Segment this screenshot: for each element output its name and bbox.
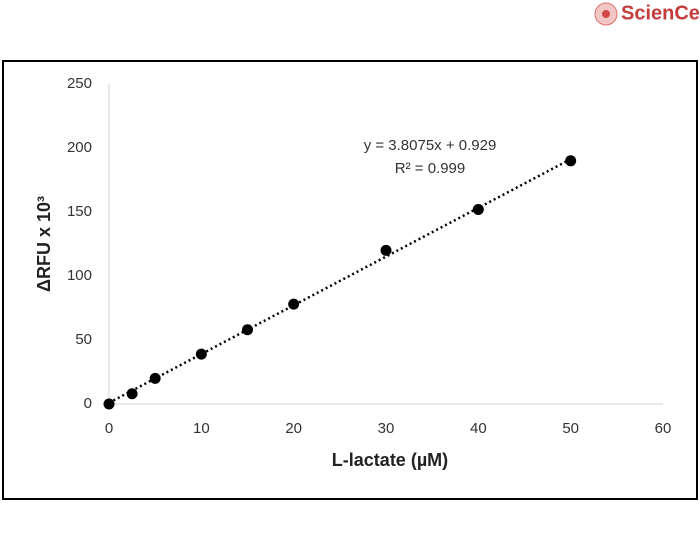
x-tick-label: 60 (655, 420, 672, 437)
logo-text: ScienCell (621, 2, 700, 24)
x-tick-label: 40 (470, 420, 487, 437)
x-tick-label: 50 (562, 420, 579, 437)
y-tick-label: 50 (75, 331, 92, 348)
trendline-equation: y = 3.8075x + 0.929 (364, 137, 497, 154)
trendline (108, 158, 572, 404)
y-axis-label: ΔRFU x 10³ (34, 196, 54, 292)
x-tick-label: 30 (378, 420, 395, 437)
trendline-r-squared: R² = 0.999 (395, 160, 465, 177)
x-tick-label: 0 (105, 420, 113, 437)
chart-frame (2, 60, 698, 500)
y-tick-label: 200 (67, 139, 92, 156)
logo-icon-core (602, 10, 610, 18)
data-point (380, 244, 392, 256)
data-point (195, 348, 207, 360)
data-point (288, 298, 300, 310)
data-point (103, 398, 115, 410)
data-point (565, 155, 577, 167)
data-point (472, 203, 484, 215)
data-point (149, 372, 161, 384)
y-tick-label: 0 (84, 395, 92, 412)
y-tick-label: 150 (67, 203, 92, 220)
logo: ScienCell (594, 2, 700, 26)
y-tick-label: 100 (67, 267, 92, 284)
y-tick-label: 250 (67, 75, 92, 92)
x-tick-label: 20 (285, 420, 302, 437)
data-point (242, 324, 253, 336)
x-axis-label: L-lactate (µM) (332, 450, 448, 470)
data-point (126, 388, 138, 400)
x-tick-label: 10 (193, 420, 210, 437)
